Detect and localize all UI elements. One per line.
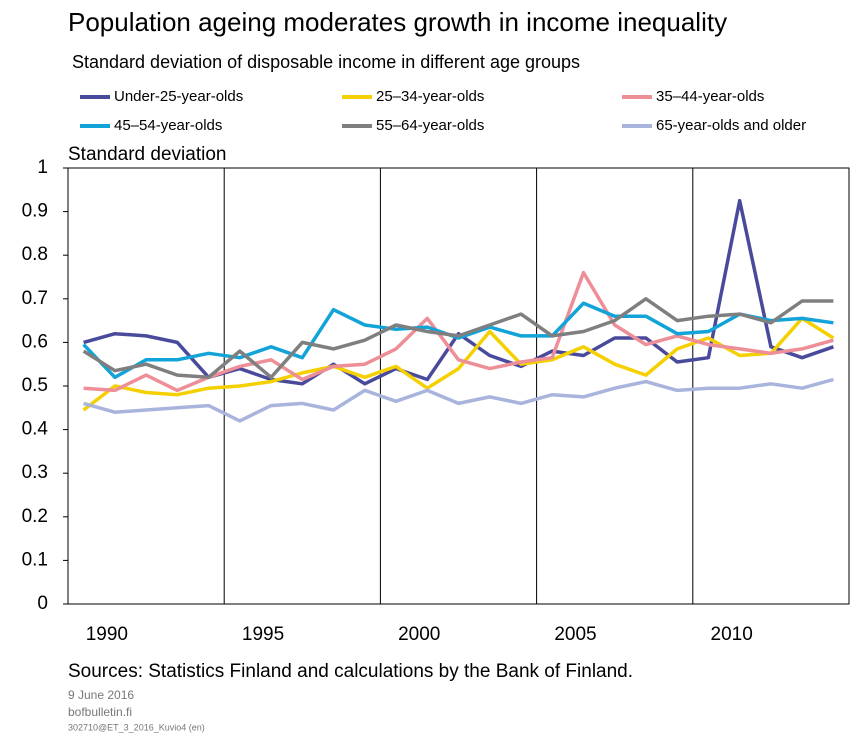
legend-label: Under-25-year-olds — [114, 88, 243, 105]
series-line — [82, 297, 834, 380]
y-tick-label: 0.8 — [22, 244, 48, 265]
site: bofbulletin.fi — [68, 705, 132, 719]
x-tick-label: 2010 — [711, 624, 753, 645]
y-tick-label: 0.5 — [22, 375, 48, 396]
legend-label: 35–44-year-olds — [656, 88, 764, 105]
y-tick-label: 0.9 — [22, 201, 48, 222]
legend-label: 55–64-year-olds — [376, 117, 484, 134]
y-tick-label: 0.6 — [22, 331, 48, 352]
series-line — [83, 377, 834, 423]
series-line — [82, 301, 834, 380]
x-tick-label: 1990 — [86, 624, 128, 645]
y-tick-label: 0.3 — [22, 462, 48, 483]
legend-label: 65-year-olds and older — [656, 117, 806, 134]
code: 302710@ET_3_2016_Kuvio4 (en) — [68, 722, 205, 732]
y-tick-label: 0.7 — [22, 288, 48, 309]
y-tick-label: 0.1 — [22, 549, 48, 570]
y-tick-label: 0.4 — [22, 419, 49, 440]
series-line — [82, 316, 835, 412]
y-tick-label: 0.2 — [22, 506, 48, 527]
chart-subtitle: Standard deviation of disposable income … — [72, 52, 580, 72]
x-tick-label: 2000 — [398, 624, 440, 645]
source: Sources: Statistics Finland and calculat… — [68, 661, 633, 682]
y-tick-label: 0 — [37, 593, 48, 614]
legend-label: 25–34-year-olds — [376, 88, 484, 105]
y-axis-label: Standard deviation — [68, 144, 226, 165]
x-tick-label: 2005 — [554, 624, 596, 645]
x-tick-label: 1995 — [242, 624, 284, 645]
legend-label: 45–54-year-olds — [114, 117, 222, 134]
y-tick-label: 1 — [37, 157, 48, 178]
chart-title: Population ageing moderates growth in in… — [68, 7, 727, 37]
date: 9 June 2016 — [68, 688, 134, 702]
